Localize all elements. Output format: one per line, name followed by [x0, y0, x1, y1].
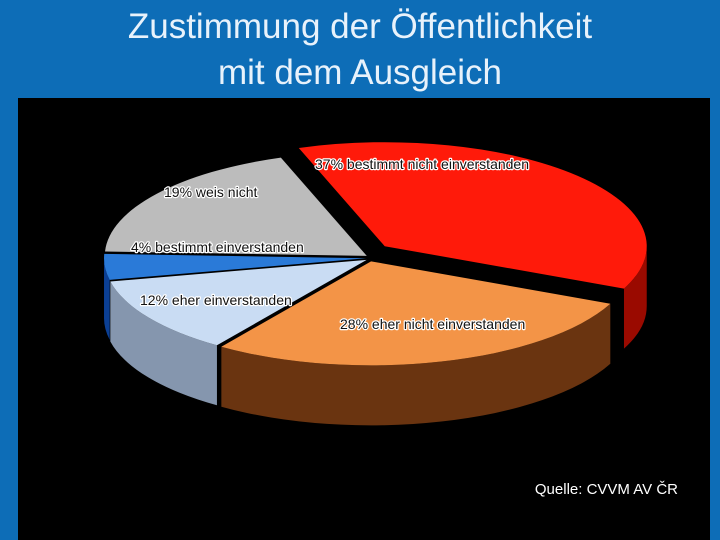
slide-title-line-2: mit dem Ausgleich: [217, 53, 503, 92]
pie-chart: 37% bestimmt nicht einverstanden 28% eher…: [104, 142, 647, 426]
pie-slice-2: [110, 259, 367, 346]
slice-label-3: 4% bestimmt einverstanden: [131, 239, 304, 255]
pie-slice-side-3: [104, 258, 110, 340]
pie-slice-side-0: [623, 246, 647, 349]
slice-label-1: 28% eher nicht einverstanden: [340, 316, 525, 332]
pie-slice-0: [298, 142, 647, 289]
pie-slice-1: [221, 261, 611, 366]
pie-slice-side-1: [221, 303, 611, 426]
slide-title-line-1: Zustimmung der Öffentlichkeit: [127, 7, 593, 46]
source-note: Quelle: CVVM AV ČR: [534, 481, 678, 498]
slice-label-2: 12% eher einverstanden: [140, 292, 292, 308]
chart-panel: 37% bestimmt nicht einverstanden 28% eher…: [18, 98, 710, 540]
slice-label-0: 37% bestimmt nicht einverstanden: [315, 156, 529, 172]
pie-slice-3: [104, 253, 367, 280]
pie-slice-4: [105, 157, 367, 256]
pie-slice-side-2: [110, 281, 217, 406]
slide-title: Zustimmung der Öffentlichkeit mit dem Au…: [0, 4, 720, 96]
slice-label-4: 19% weis nicht: [164, 184, 257, 200]
